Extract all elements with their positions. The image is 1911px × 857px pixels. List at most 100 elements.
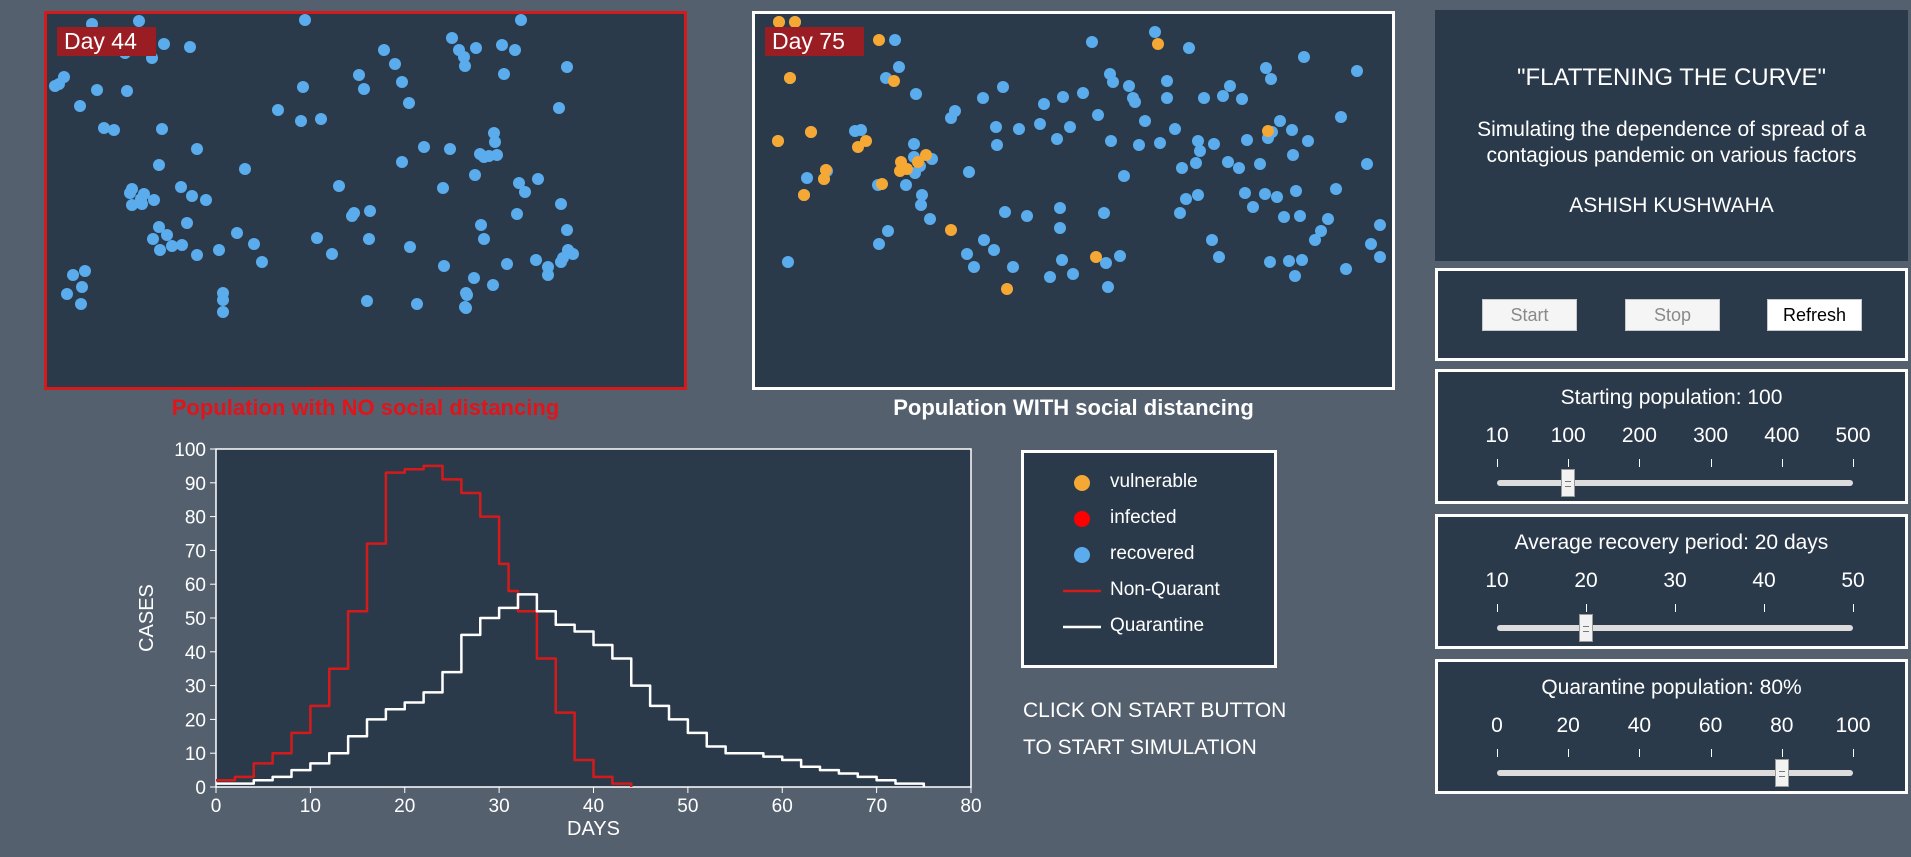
recovered-particle — [1102, 281, 1114, 293]
slider-tick-mark — [1781, 749, 1783, 757]
particle-canvas — [49, 14, 579, 318]
recovered-particle — [908, 138, 920, 150]
recovered-particle — [530, 254, 542, 266]
recovered-particle — [468, 272, 480, 284]
legend-item: vulnerable — [1024, 470, 1274, 494]
recovered-particle — [1056, 254, 1068, 266]
slider-tick-mark — [1710, 749, 1712, 757]
recovered-particle — [1287, 149, 1299, 161]
slider-tick-label: 20 — [1556, 714, 1580, 737]
legend-label: Non-Quarant — [1110, 579, 1220, 600]
recovered-particle — [153, 159, 165, 171]
instructions-text: CLICK ON START BUTTON TO START SIMULATIO… — [1023, 692, 1353, 766]
recovered-particle — [1118, 170, 1130, 182]
recovered-particle — [801, 172, 813, 184]
population-slider-panel: Starting population: 100 10 100 200 300 400 5… — [1435, 369, 1908, 504]
recovered-particle — [1054, 222, 1066, 234]
recovered-particle — [1233, 162, 1245, 174]
recovered-particle — [1007, 261, 1019, 273]
recovered-particle — [478, 233, 490, 245]
recovered-particle — [1206, 234, 1218, 246]
recovered-particle — [108, 124, 120, 136]
recovered-particle — [175, 181, 187, 193]
slider-tick-mark — [1639, 459, 1641, 467]
recovered-particle — [1361, 158, 1373, 170]
app-description: Simulating the dependence of spread of a… — [1477, 118, 1866, 167]
recovered-particle — [1067, 268, 1079, 280]
recovered-particle — [1133, 139, 1145, 151]
population-slider-handle[interactable] — [1561, 469, 1576, 497]
recovered-particle — [968, 261, 980, 273]
recovered-particle — [469, 169, 481, 181]
recovered-particle — [133, 15, 145, 27]
app-title: "FLATTENING THE CURVE" — [1516, 64, 1827, 91]
slider-tick-mark — [1497, 604, 1498, 612]
recovered-particle — [176, 239, 188, 251]
recovered-particle — [542, 261, 554, 273]
slider-tick-label: 500 — [1835, 424, 1871, 447]
legend-item: Non-Quarant — [1024, 578, 1274, 602]
recovered-particle — [153, 221, 165, 233]
recovered-particle — [1198, 92, 1210, 104]
recovered-particle — [997, 81, 1009, 93]
recovered-particle — [326, 248, 338, 260]
recovered-particle — [138, 188, 150, 200]
recovered-particle — [1259, 188, 1271, 200]
quarantine-slider-handle[interactable] — [1774, 759, 1789, 787]
slider-tick-label: 10 — [1485, 569, 1509, 592]
recovered-particle — [519, 186, 531, 198]
recovered-particle — [61, 288, 73, 300]
recovered-particle — [156, 123, 168, 135]
recovered-particle — [1315, 225, 1327, 237]
legend-label: infected — [1110, 507, 1177, 528]
author-name: ASHISH KUSHWAHA — [1569, 194, 1774, 217]
slider-tick-label: 300 — [1693, 424, 1729, 447]
recovered-particle — [91, 84, 103, 96]
recovered-particle — [396, 156, 408, 168]
quarantine-slider-track[interactable] — [1497, 770, 1853, 776]
recovered-particle — [1302, 135, 1314, 147]
recovered-particle — [1176, 162, 1188, 174]
vulnerable-particle — [818, 173, 830, 185]
start-button[interactable]: Start — [1482, 299, 1577, 331]
recovered-particle — [1298, 51, 1310, 63]
recovered-particle — [1192, 135, 1204, 147]
recovered-particle — [1044, 271, 1056, 283]
recovered-particle — [1236, 93, 1248, 105]
y-tick-label: 40 — [185, 643, 206, 664]
recovered-particle — [1192, 189, 1204, 201]
recovered-particle — [272, 104, 284, 116]
recovered-particle — [1289, 270, 1301, 282]
vulnerable-particle — [888, 75, 900, 87]
recovered-particle — [121, 85, 133, 97]
recovered-particle — [248, 238, 260, 250]
y-tick-label: 20 — [185, 710, 206, 731]
recovery-slider-track[interactable] — [1497, 625, 1853, 631]
recovered-particle — [1105, 135, 1117, 147]
vulnerable-particle — [784, 72, 796, 84]
refresh-button[interactable]: Refresh — [1767, 299, 1862, 331]
recovered-particle — [1351, 65, 1363, 77]
recovered-particle — [1169, 123, 1181, 135]
vulnerable-particle — [873, 34, 885, 46]
recovered-particle — [363, 233, 375, 245]
recovered-particle — [256, 256, 268, 268]
slider-tick-mark — [1853, 459, 1854, 467]
slider-tick-label: 40 — [1752, 569, 1776, 592]
recovered-particle — [239, 163, 251, 175]
recovered-particle — [315, 113, 327, 125]
recovered-particle — [513, 177, 525, 189]
stop-button[interactable]: Stop — [1625, 299, 1720, 331]
recovered-particle — [855, 124, 867, 136]
recovered-particle — [991, 139, 1003, 151]
recovered-particle — [148, 194, 160, 206]
recovery-slider-handle[interactable] — [1579, 614, 1593, 642]
population-slider-track[interactable] — [1497, 480, 1853, 486]
recovered-particle — [1034, 118, 1046, 130]
slider-tick-mark — [1853, 749, 1854, 757]
recovered-particle — [893, 61, 905, 73]
x-tick-label: 80 — [960, 796, 981, 817]
recovered-particle — [1092, 109, 1104, 121]
recovered-particle — [915, 199, 927, 211]
slider-tick-mark — [1781, 459, 1783, 467]
